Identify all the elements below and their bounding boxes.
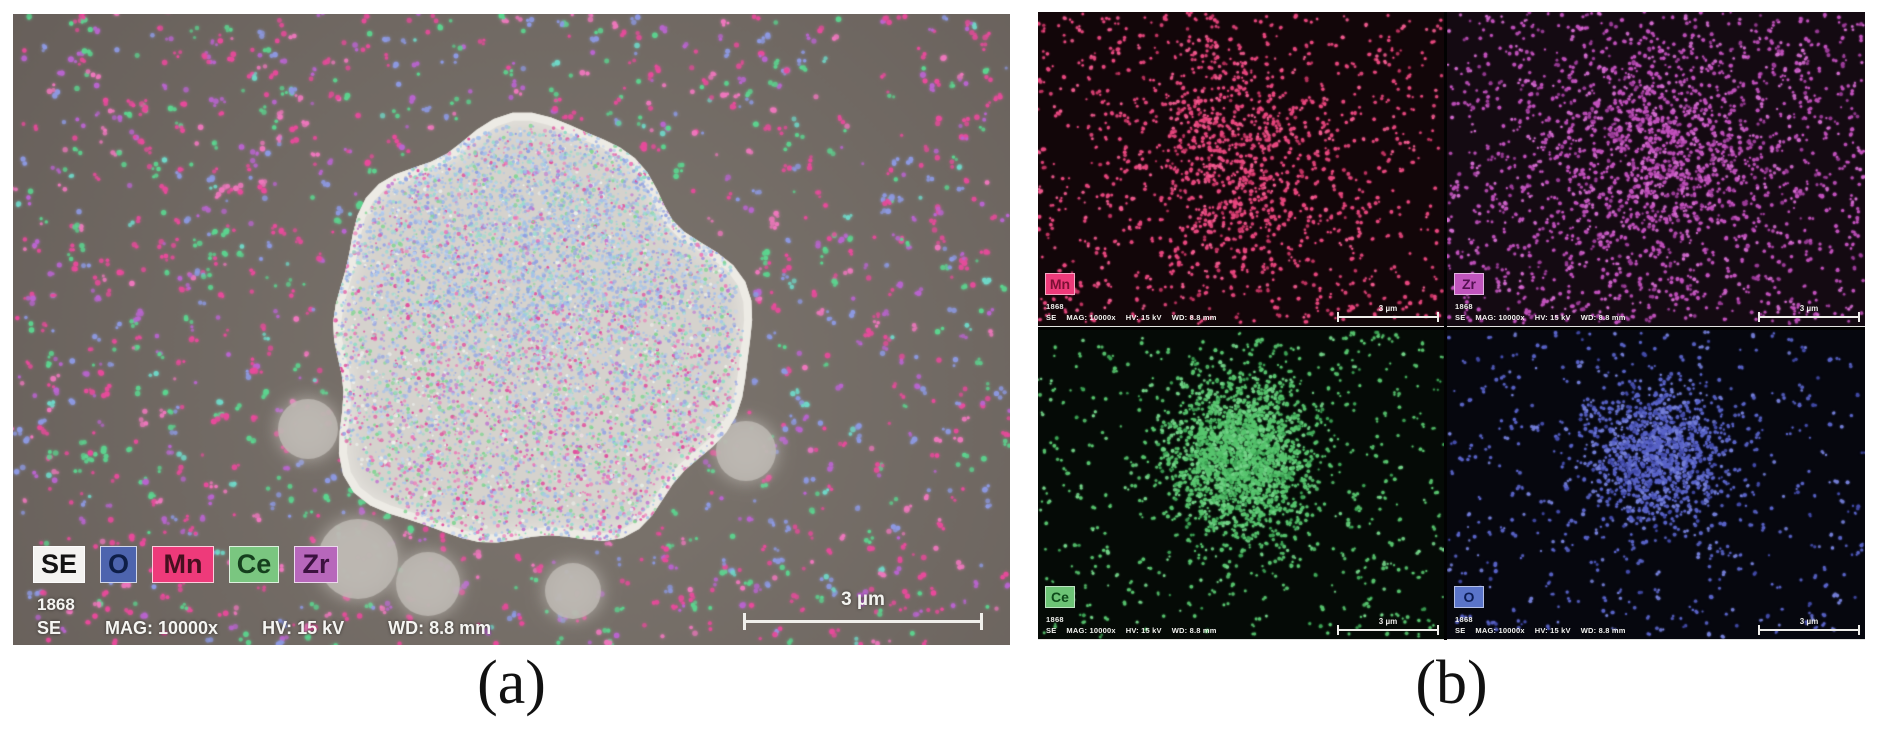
map-zr-scale-label: 3 µm xyxy=(1799,304,1819,313)
map-o: O 1868 SE MAG: 10000x HV: 15 kV WD: 8.8 … xyxy=(1447,330,1865,640)
caption-a: (a) xyxy=(477,649,546,717)
map-o-scale-label: 3 µm xyxy=(1799,617,1819,626)
map-ce-magnification-label: MAG: 10000x xyxy=(1066,626,1116,635)
map-o-element-chip: O xyxy=(1454,586,1484,608)
map-mn-detector-label: SE xyxy=(1046,313,1057,322)
panel-a-frame-id: 1868 xyxy=(37,595,75,614)
legend-chip-zr: Zr xyxy=(294,546,338,583)
map-ce-sem-info-bar: SE MAG: 10000x HV: 15 kV WD: 8.8 mm xyxy=(1046,626,1217,635)
map-zr-working-distance-label: WD: 8.8 mm xyxy=(1580,313,1626,322)
legend-label-mn: Mn xyxy=(163,549,203,579)
map-zr-element-label: Zr xyxy=(1462,276,1476,292)
map-zr-frame-id: 1868 xyxy=(1455,302,1473,311)
panel-a-magnification-label: MAG: 10000x xyxy=(105,618,219,638)
map-o-working-distance-label: WD: 8.8 mm xyxy=(1580,626,1626,635)
map-o-scale-bar xyxy=(1758,625,1860,635)
map-mn-sem-info-bar: SE MAG: 10000x HV: 15 kV WD: 8.8 mm xyxy=(1046,313,1217,322)
map-zr-sem-info-bar: SE MAG: 10000x HV: 15 kV WD: 8.8 mm xyxy=(1455,313,1626,322)
legend-chip-se: SE xyxy=(33,546,85,583)
map-mn-element-chip: Mn xyxy=(1045,273,1075,295)
map-mn-canvas xyxy=(1038,12,1444,326)
map-ce-detector-label: SE xyxy=(1046,626,1057,635)
legend-label-se: SE xyxy=(40,549,78,579)
map-o-frame-id: 1868 xyxy=(1455,615,1473,624)
map-mn-scale-label: 3 µm xyxy=(1378,304,1398,313)
map-ce-frame-id: 1868 xyxy=(1046,615,1064,624)
map-zr: Zr 1868 SE MAG: 10000x HV: 15 kV WD: 8.8… xyxy=(1447,12,1865,327)
caption-b: (b) xyxy=(1415,649,1488,717)
map-o-magnification-label: MAG: 10000x xyxy=(1475,626,1525,635)
panel-a-sem-info-bar: SE MAG: 10000x HV: 15 kV WD: 8.8 mm xyxy=(37,618,491,639)
panel-a-voltage-label: HV: 15 kV xyxy=(262,618,345,638)
legend-label-o: O xyxy=(107,549,129,579)
map-zr-scale-bar xyxy=(1758,312,1860,322)
map-mn-voltage-label: HV: 15 kV xyxy=(1125,313,1162,322)
legend-chip-ce: Ce xyxy=(229,546,279,583)
map-zr-magnification-label: MAG: 10000x xyxy=(1475,313,1525,322)
map-ce-scale-bar xyxy=(1337,625,1439,635)
panel-a-element-legend: SE O Mn Ce Zr xyxy=(33,546,338,583)
map-ce-canvas xyxy=(1038,330,1444,639)
legend-chip-o: O xyxy=(100,546,137,583)
map-ce: Ce 1868 SE MAG: 10000x HV: 15 kV WD: 8.8… xyxy=(1038,330,1444,640)
map-zr-element-chip: Zr xyxy=(1454,273,1484,295)
map-o-detector-label: SE xyxy=(1455,626,1466,635)
map-o-sem-info-bar: SE MAG: 10000x HV: 15 kV WD: 8.8 mm xyxy=(1455,626,1626,635)
map-mn-working-distance-label: WD: 8.8 mm xyxy=(1171,313,1217,322)
map-o-canvas xyxy=(1447,330,1865,639)
panel-a-working-distance-label: WD: 8.8 mm xyxy=(388,618,492,638)
map-mn-frame-id: 1868 xyxy=(1046,302,1064,311)
map-zr-voltage-label: HV: 15 kV xyxy=(1534,313,1571,322)
map-ce-scale-label: 3 µm xyxy=(1378,617,1398,626)
legend-chip-mn: Mn xyxy=(152,546,214,583)
panel-b-element-maps: Mn 1868 SE MAG: 10000x HV: 15 kV WD: 8.8… xyxy=(1038,12,1865,640)
map-ce-working-distance-label: WD: 8.8 mm xyxy=(1171,626,1217,635)
panel-a-sem-overlay: SE O Mn Ce Zr 1868 SE MAG: 10000x HV: 15… xyxy=(13,14,1010,645)
map-ce-element-label: Ce xyxy=(1051,589,1069,605)
map-zr-canvas xyxy=(1447,12,1865,326)
legend-label-zr: Zr xyxy=(302,549,330,579)
map-o-voltage-label: HV: 15 kV xyxy=(1534,626,1571,635)
panel-a-detector-label: SE xyxy=(37,618,62,638)
map-zr-detector-label: SE xyxy=(1455,313,1466,322)
map-mn-scale-bar xyxy=(1337,312,1439,322)
map-mn: Mn 1868 SE MAG: 10000x HV: 15 kV WD: 8.8… xyxy=(1038,12,1444,327)
map-ce-element-chip: Ce xyxy=(1045,586,1075,608)
map-ce-voltage-label: HV: 15 kV xyxy=(1125,626,1162,635)
panel-a-canvas xyxy=(13,14,1010,645)
map-mn-magnification-label: MAG: 10000x xyxy=(1066,313,1116,322)
map-mn-element-label: Mn xyxy=(1049,276,1071,292)
legend-label-ce: Ce xyxy=(236,549,272,579)
panel-a-scale-label: 3 µm xyxy=(841,589,885,610)
map-o-element-label: O xyxy=(1463,589,1475,605)
panel-a-scale-bar xyxy=(743,613,983,630)
